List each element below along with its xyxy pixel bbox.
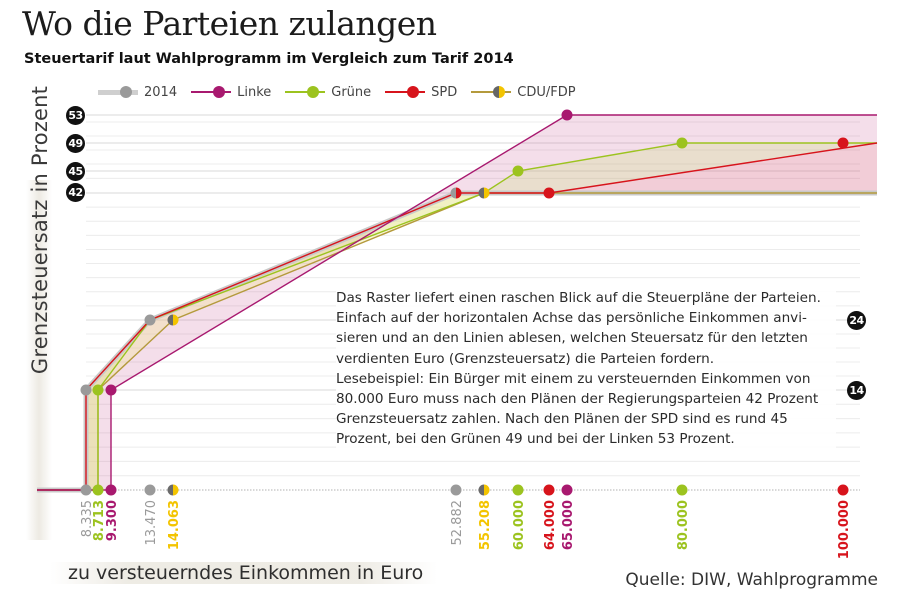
y-axis-label-background [26, 180, 52, 540]
y-badge-14: 14 [847, 381, 866, 400]
marker-dot [105, 384, 117, 396]
annotation-line: 80.000 Euro muss nach den Plänen der Reg… [336, 391, 819, 408]
y-badge-49: 49 [66, 134, 85, 153]
marker-dot [92, 384, 104, 396]
x-tick-label: 14.063 [167, 500, 182, 550]
legend: 2014 Linke Grüne SPD CDU/FDP [98, 82, 590, 102]
x-tick-label: 64.000 [543, 500, 558, 550]
marker-half-left [450, 187, 456, 199]
marker-dot [450, 484, 462, 496]
legend-item-2014: 2014 [98, 85, 177, 100]
marker-dot [561, 109, 573, 121]
marker-half-right [173, 314, 179, 326]
annotation-line: verdienten Euro (Grenzsteuersatz) die Pa… [336, 350, 715, 367]
x-tick-label: 9.300 [105, 500, 120, 541]
marker-dot [478, 187, 490, 199]
x-tick-label: 13.470 [144, 500, 159, 546]
data-markers [80, 109, 849, 496]
annotation-line: Einfach auf der horizontalen Achse das p… [336, 310, 807, 327]
legend-label: Grüne [331, 84, 372, 100]
series-line-gruene [37, 142, 877, 491]
legend-label: SPD [431, 84, 458, 100]
marker-dot [512, 165, 524, 177]
y-badge-24: 24 [847, 311, 866, 330]
marker-dot [543, 187, 555, 199]
marker-half-left [478, 484, 484, 496]
marker-dot [837, 137, 849, 149]
x-tick-label: 8.713 [92, 500, 107, 541]
legend-swatch-spd [385, 85, 426, 99]
legend-item-spd: SPD [385, 85, 457, 100]
marker-half-right [173, 484, 179, 496]
annotation-line: Prozent, bei den Grünen 49 und bei der L… [336, 431, 735, 448]
x-tick-label: 80.000 [676, 500, 691, 550]
x-tick-label: 65.000 [561, 500, 576, 550]
x-tick-label: 55.208 [478, 500, 493, 550]
x-axis-label: zu versteuerndes Einkommen in Euro [50, 562, 438, 584]
marker-dot [80, 484, 92, 496]
source-note: Quelle: DIW, Wahlprogramme [625, 570, 878, 590]
marker-half-right [484, 484, 490, 496]
marker-half-left [167, 484, 173, 496]
marker-dot [561, 484, 573, 496]
marker-dot [478, 484, 490, 496]
legend-label: CDU/FDP [517, 84, 576, 100]
legend-item-cdu-fdp: CDU/FDP [471, 84, 576, 100]
legend-item-linke: Linke [191, 85, 271, 100]
annotation-line: Grenzsteuersatz zahlen. Nach den Plänen … [336, 411, 788, 428]
legend-swatch-2014 [98, 85, 138, 99]
annotation-line: sieren und an den Linien ablesen, welche… [336, 330, 808, 347]
legend-swatch-cdu-fdp [471, 85, 512, 99]
marker-dot [676, 137, 688, 149]
area-fill-spd [37, 143, 877, 490]
marker-half-left [478, 187, 484, 199]
annotation-line: Lesebeispiel: Ein Bürger mit einem zu ve… [336, 370, 811, 387]
y-badge-45: 45 [66, 162, 85, 181]
chart-title: Wo die Parteien zulangen [22, 4, 437, 43]
marker-dot [676, 484, 688, 496]
marker-half-left [167, 314, 173, 326]
marker-dot [543, 484, 555, 496]
x-tick-label: 8.335 [80, 500, 95, 537]
marker-dot [167, 484, 179, 496]
x-tick-label: 100.000 [837, 500, 852, 559]
y-badge-42: 42 [66, 183, 85, 202]
legend-label: Linke [237, 84, 272, 100]
legend-item-gruene: Grüne [285, 85, 371, 100]
x-tick-label: 52.882 [450, 500, 465, 546]
legend-swatch-gruene [285, 85, 326, 99]
marker-dot [92, 484, 104, 496]
chart-subtitle: Steuertarif laut Wahlprogramm im Verglei… [24, 51, 514, 67]
marker-dot [144, 484, 156, 496]
marker-dot [167, 314, 179, 326]
marker-dot [105, 484, 117, 496]
marker-dot [512, 484, 524, 496]
legend-swatch-linke [191, 85, 232, 99]
marker-dot [144, 314, 156, 326]
legend-label: 2014 [144, 84, 178, 100]
annotation-line: Das Raster liefert einen raschen Blick a… [336, 290, 821, 306]
annotation-text: Das Raster liefert einen raschen Blick a… [336, 288, 836, 450]
x-tick-label: 60.000 [512, 500, 527, 550]
marker-dot [450, 187, 462, 199]
marker-half-right [456, 187, 462, 199]
marker-dot [80, 384, 92, 396]
y-badge-53: 53 [66, 106, 85, 125]
marker-half-right [484, 187, 490, 199]
marker-dot [837, 484, 849, 496]
